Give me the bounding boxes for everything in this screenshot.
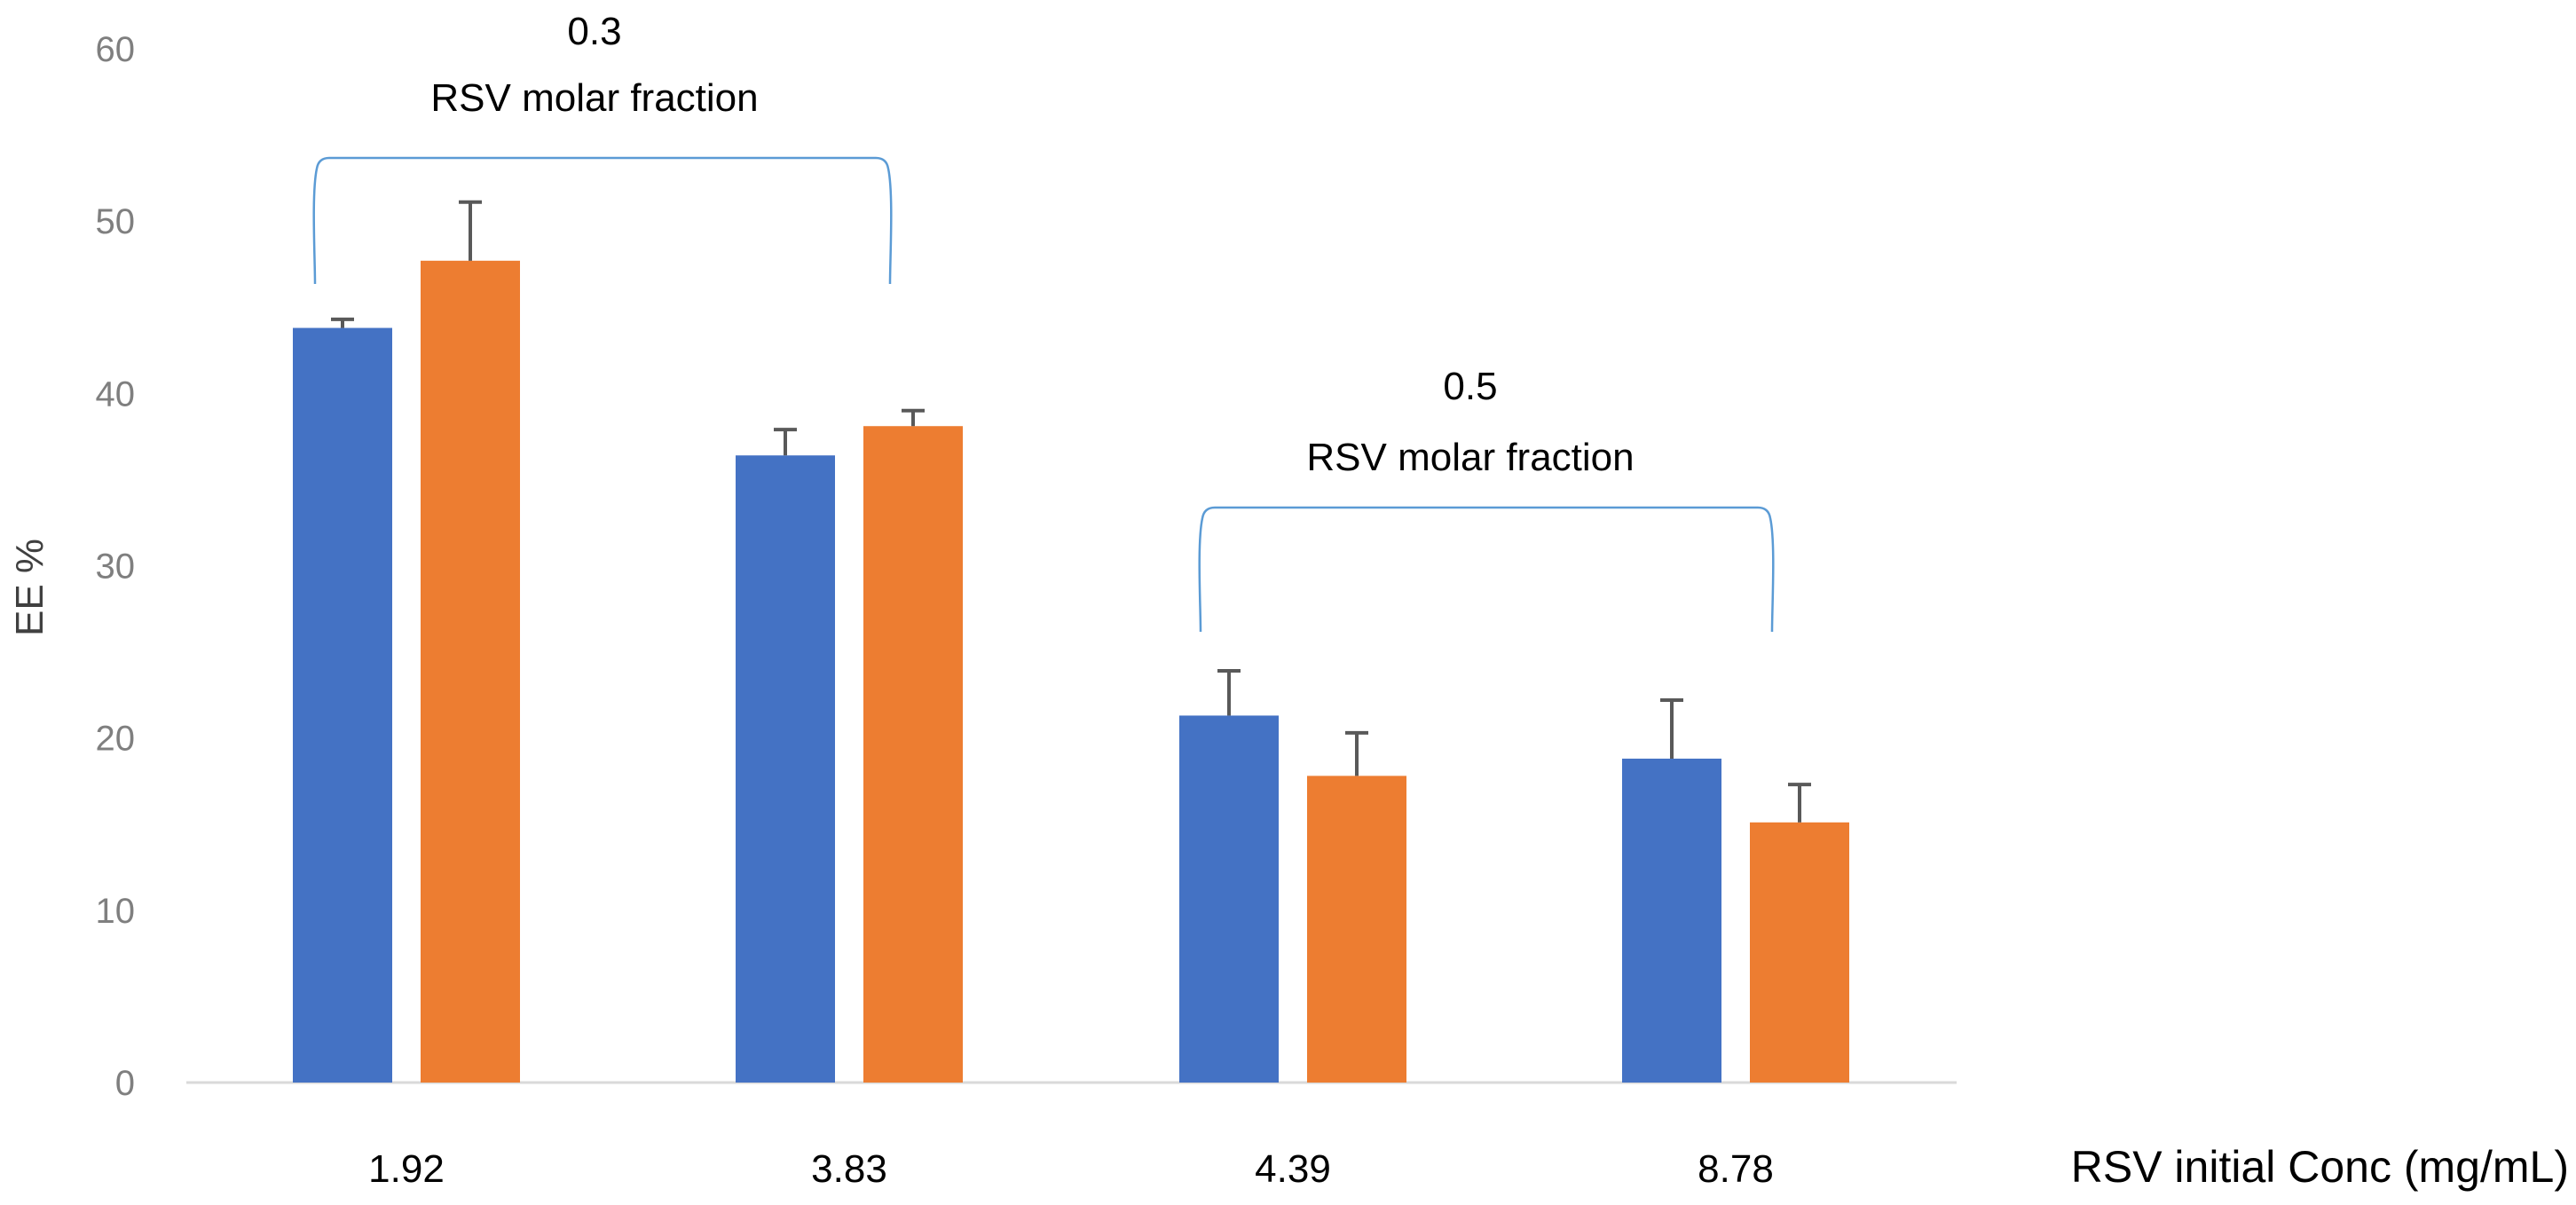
error-bar-series-2-3.83 — [902, 408, 925, 427]
error-bar-series-2-8.78 — [1788, 783, 1811, 823]
annotation-2-label: RSV molar fraction — [1306, 436, 1634, 479]
y-tick-label: 10 — [96, 892, 136, 931]
error-bar-series-1-4.39 — [1217, 668, 1241, 716]
error-bars — [331, 200, 1811, 823]
error-bar-series-2-4.39 — [1345, 730, 1368, 776]
annotation-2-value: 0.5 — [1443, 365, 1497, 408]
y-axis-title: EE % — [8, 539, 51, 636]
annotation-1-label: RSV molar fraction — [430, 76, 758, 120]
bar-series-2-1.92 — [421, 260, 520, 1083]
y-tick-labels: 0 10 20 30 40 50 60 — [96, 30, 136, 1103]
y-tick-label: 20 — [96, 720, 136, 759]
x-tick-label: 1.92 — [368, 1147, 445, 1191]
error-bar-series-1-3.83 — [774, 428, 797, 456]
x-tick-labels: 1.92 3.83 4.39 8.78 — [368, 1147, 1774, 1191]
bar-series-1-4.39 — [1179, 715, 1279, 1083]
bar-series-1-1.92 — [293, 327, 392, 1083]
error-bar-series-1-8.78 — [1660, 697, 1683, 759]
annotation-1-value: 0.3 — [567, 10, 621, 53]
x-tick-label: 4.39 — [1255, 1147, 1331, 1191]
y-tick-label: 30 — [96, 547, 136, 587]
y-tick-label: 40 — [96, 374, 136, 413]
x-tick-label: 3.83 — [811, 1147, 887, 1191]
error-bar-series-2-1.92 — [459, 200, 482, 261]
x-axis-title: RSV initial Conc (mg/mL) — [2071, 1142, 2569, 1192]
error-bar-series-1-1.92 — [331, 317, 354, 328]
group-brackets — [312, 156, 1775, 633]
x-tick-label: 8.78 — [1698, 1147, 1774, 1191]
bar-series-1-8.78 — [1622, 758, 1721, 1083]
y-tick-label: 0 — [115, 1064, 135, 1103]
group-bracket-1 — [312, 156, 893, 285]
y-tick-label: 50 — [96, 202, 136, 241]
group-bracket-2 — [1198, 506, 1775, 633]
bar-series-2-3.83 — [863, 426, 963, 1083]
bar-series-2-8.78 — [1750, 822, 1849, 1083]
bar-series-1-3.83 — [736, 455, 835, 1083]
bars — [293, 260, 1849, 1083]
y-tick-label: 60 — [96, 30, 136, 69]
bar-series-2-4.39 — [1307, 776, 1406, 1083]
